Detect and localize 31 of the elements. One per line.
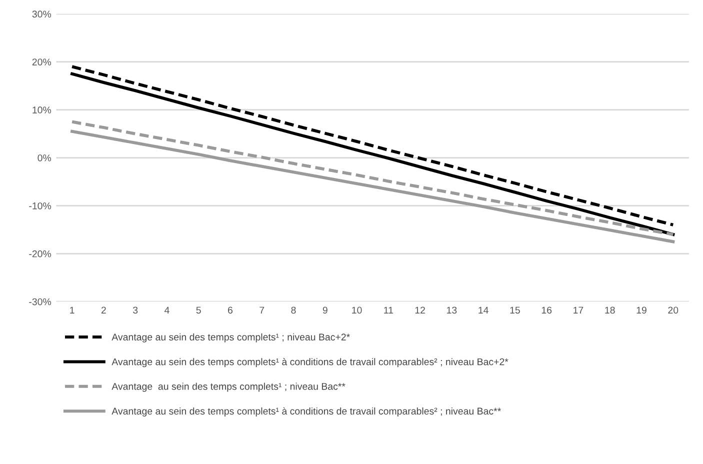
y-tick-label: -30%: [29, 298, 52, 306]
legend-label: Avantage au sein des temps complets¹ ; niveau Bac**: [112, 382, 346, 392]
y-tick-label: 10%: [32, 106, 52, 114]
x-tick-label: 6: [228, 306, 233, 314]
x-tick-label: 5: [196, 306, 201, 314]
x-tick-label: 16: [542, 306, 552, 314]
x-tick-label: 15: [510, 306, 520, 314]
x-tick-label: 8: [291, 306, 296, 314]
x-tick-label: 9: [322, 306, 328, 314]
x-tick-label: 12: [415, 306, 425, 314]
x-tick-label: 4: [164, 306, 170, 314]
x-tick-label: 7: [260, 306, 264, 314]
y-tick-label: -20%: [29, 250, 52, 258]
y-tick-label: 0%: [38, 154, 52, 162]
x-tick-label: 19: [636, 306, 646, 314]
y-tick-label: 20%: [32, 58, 52, 66]
y-tick-label: -10%: [29, 202, 52, 210]
x-tick-label: 17: [574, 306, 584, 314]
x-tick-label: 10: [352, 306, 362, 314]
x-tick-label: 14: [478, 306, 488, 314]
legend-label: Avantage au sein des temps complets¹ ; niveau Bac+2*: [112, 333, 350, 342]
x-tick-label: 2: [101, 306, 106, 314]
x-tick-label: 20: [668, 306, 678, 314]
legend-label: Avantage au sein des temps complets¹ à conditions de travail comparables² ; niveau Bac+2*: [112, 358, 508, 368]
x-tick-label: 18: [605, 306, 615, 314]
x-tick-label: 13: [447, 306, 457, 314]
x-tick-label: 3: [132, 306, 138, 314]
x-tick-label: 11: [384, 306, 393, 314]
x-tick-label: 1: [70, 306, 74, 314]
legend-label: Avantage au sein des temps complets¹ à conditions de travail comparables² ; niveau Bac**: [112, 407, 501, 417]
y-tick-label: 30%: [32, 10, 52, 18]
